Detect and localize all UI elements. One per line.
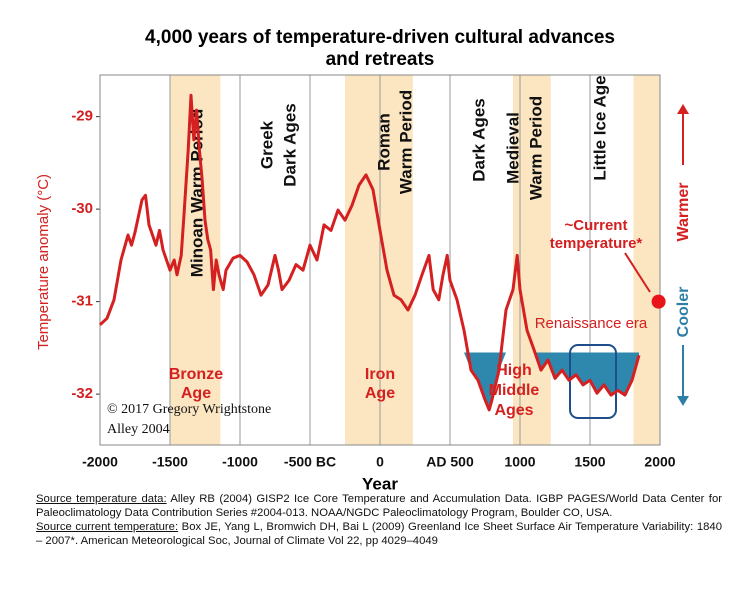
chart-title: 4,000 years of temperature-driven cultur…: [145, 27, 615, 48]
cooler-arrowhead: [677, 396, 689, 406]
current-temperature-point: [651, 294, 666, 309]
annotation: Medieval: [503, 112, 522, 184]
annotation: Dark Ages: [280, 103, 299, 186]
chart-title: and retreats: [326, 49, 435, 70]
source-label: Source current temperature:: [36, 521, 179, 533]
annotation: Bronze: [169, 366, 223, 383]
x-tick-label: -2000: [82, 454, 118, 470]
highlight-span: [633, 75, 660, 445]
x-tick-label: -1500: [152, 454, 188, 470]
x-tick-label: 1000: [504, 454, 535, 470]
y-tick-label: -30: [71, 200, 93, 217]
x-tick-label: AD 500: [426, 454, 474, 470]
annotation: Iron: [365, 366, 395, 383]
temperature-line: [98, 93, 641, 412]
annotation: High: [496, 362, 532, 379]
annotation: Minoan Warm Period: [187, 109, 206, 277]
annotation: Ages: [494, 402, 533, 419]
y-tick-label: -32: [71, 385, 93, 402]
x-tick-label: 2000: [644, 454, 675, 470]
credit: Alley 2004: [107, 422, 170, 437]
credit: © 2017 Gregory Wrightstone: [107, 402, 271, 417]
annotation: Cooler: [675, 287, 692, 338]
annotation: Warmer: [675, 183, 692, 242]
annotation: Middle: [489, 382, 540, 399]
current-pointer: [624, 252, 651, 293]
warmer-arrowhead: [677, 104, 689, 114]
annotation: Little Ice Age: [590, 75, 609, 180]
highlight-span: [345, 75, 413, 445]
annotation: Dark Ages: [469, 98, 488, 181]
x-tick-label: -1000: [222, 454, 258, 470]
annotation: temperature*: [550, 235, 643, 252]
plot-frame: [99, 74, 661, 446]
highlight-span: [513, 75, 551, 445]
y-tick-label: -29: [71, 108, 93, 125]
renaissance-box: [569, 344, 617, 419]
annotation: Roman: [374, 113, 393, 171]
annotation: ~Current: [565, 217, 628, 234]
source-label: Source temperature data:: [36, 493, 167, 505]
x-tick-label: 0: [376, 454, 384, 470]
annotation: Age: [181, 385, 211, 402]
annotation: Warm Period: [526, 96, 545, 200]
annotation: Greek: [257, 120, 276, 169]
sources: Source temperature data: Alley RB (2004)…: [36, 492, 722, 548]
source-entry: Source temperature data: Alley RB (2004)…: [36, 492, 722, 520]
x-tick-label: 1500: [574, 454, 605, 470]
source-entry: Source current temperature: Box JE, Yang…: [36, 520, 722, 548]
x-axis-label: Year: [362, 474, 398, 490]
annotation: Renaissance era: [535, 315, 648, 332]
y-tick-label: -31: [71, 293, 93, 310]
chart: 4,000 years of temperature-driven cultur…: [35, 27, 692, 490]
source-text: Box JE, Yang L, Bromwich DH, Bai L (2009…: [36, 521, 722, 547]
annotation: Age: [365, 385, 395, 402]
cold-fill: [100, 352, 639, 410]
annotation: Warm Period: [396, 90, 415, 194]
source-text: Alley RB (2004) GISP2 Ice Core Temperatu…: [36, 493, 722, 519]
y-axis-label: Temperature anomaly (°C): [35, 174, 52, 350]
x-tick-label: -500 BC: [284, 454, 336, 470]
